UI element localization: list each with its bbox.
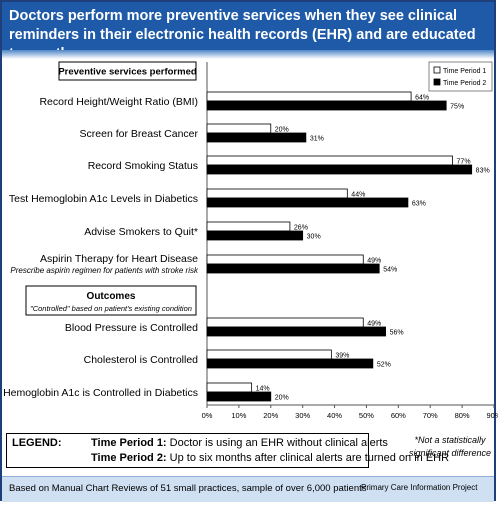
x-tick-label: 10% (231, 411, 246, 420)
x-tick-label: 30% (295, 411, 310, 420)
header-gradient-band (2, 50, 494, 59)
section-title-preventive: Preventive services performed (58, 67, 197, 78)
data-label: 49% (367, 258, 381, 265)
legend-period2-text: Up to six months after clinical alerts a… (169, 452, 450, 464)
bar-period-1 (206, 317, 364, 328)
data-label: 56% (390, 330, 404, 337)
legend-box: LEGEND: Time Period 1: Doctor is using a… (6, 433, 449, 468)
x-tick-label: 0% (202, 411, 213, 420)
data-label: 44% (351, 192, 365, 199)
x-tick-label: 90% (486, 411, 498, 420)
x-tick-label: 50% (359, 411, 374, 420)
bar-period-1 (206, 188, 348, 199)
bar-period-2 (206, 358, 374, 369)
category-label: Aspirin Therapy for Heart Disease (40, 253, 198, 265)
data-label: 39% (335, 353, 349, 360)
bar-period-2 (206, 132, 307, 143)
section-subtitle-outcomes: "Controlled" based on patient's existing… (30, 304, 192, 313)
legend-label-period-1: Time Period 1 (443, 68, 486, 75)
category-label: Hemoglobin A1c is Controlled in Diabetic… (3, 387, 198, 399)
category-label: Advise Smokers to Quit* (84, 226, 198, 238)
legend-swatch-period-1 (433, 66, 441, 74)
x-tick-label: 80% (455, 411, 470, 420)
bar-period-2 (206, 100, 447, 111)
bar-period-1 (206, 221, 291, 232)
category-label: Test Hemoglobin A1c Levels in Diabetics (9, 193, 198, 205)
x-tick-label: 60% (391, 411, 406, 420)
data-label: 30% (307, 234, 321, 241)
bar-period-1 (206, 91, 412, 102)
data-label: 63% (412, 201, 426, 208)
bar-period-1 (206, 155, 453, 166)
slide-header: Doctors perform more preventive services… (2, 2, 494, 62)
category-label: Cholesterol is Controlled (84, 354, 199, 366)
data-label: 26% (294, 225, 308, 232)
legend-period1-text: Doctor is using an EHR without clinical … (169, 437, 388, 449)
footer-project: Primary Care Information Project (361, 483, 478, 492)
data-label: 49% (367, 321, 381, 328)
bar-period-1 (206, 349, 332, 360)
footer-bar: Based on Manual Chart Reviews of 51 smal… (2, 476, 494, 502)
data-label: 31% (310, 136, 324, 143)
legend-period1: Time Period 1: Doctor is using an EHR wi… (91, 437, 388, 449)
footer-source: Based on Manual Chart Reviews of 51 smal… (9, 483, 367, 494)
bar-period-2 (206, 164, 473, 175)
x-tick-label: 70% (423, 411, 438, 420)
legend-period2: Time Period 2: Up to six months after cl… (91, 452, 449, 464)
x-tick-label: 40% (327, 411, 342, 420)
legend-title: LEGEND: (12, 437, 62, 449)
category-label: Blood Pressure is Controlled (65, 322, 198, 334)
data-label: 20% (275, 127, 289, 134)
data-label: 54% (383, 267, 397, 274)
legend-period2-label: Time Period 2: (91, 452, 167, 464)
bar-period-2 (206, 230, 304, 241)
data-label: 83% (476, 168, 490, 175)
category-label: Screen for Breast Cancer (80, 128, 199, 140)
bar-period-2 (206, 391, 272, 402)
section-title-outcomes: Outcomes (87, 291, 136, 302)
data-label: 77% (457, 159, 471, 166)
bar-chart: 0% 10% 20% 30% 40% 50% 60% 70% 80% 90% 64% 20% 77% 44… (3, 61, 498, 420)
bar-period-1 (206, 123, 272, 134)
data-label: 20% (275, 395, 289, 402)
section-box-preventive (58, 61, 197, 81)
bar-period-2 (206, 197, 409, 208)
data-label: 14% (256, 386, 270, 393)
section-box-outcomes (25, 285, 197, 316)
data-label: 75% (450, 104, 464, 111)
legend-label-period-2: Time Period 2 (443, 80, 486, 87)
significance-note: *Not a statistically significant differe… (408, 435, 492, 458)
category-label: Record Smoking Status (88, 160, 198, 172)
category-sublabel: Prescribe aspirin regimen for patients w… (10, 266, 199, 275)
slide-title: Doctors perform more preventive services… (9, 8, 476, 62)
bar-period-1 (206, 254, 364, 265)
legend-period1-label: Time Period 1: (91, 437, 167, 449)
bar-period-2 (206, 326, 386, 337)
bar-period-2 (206, 263, 380, 274)
bar-period-1 (206, 382, 253, 393)
category-label: Record Height/Weight Ratio (BMI) (39, 96, 198, 108)
data-label: 64% (415, 95, 429, 102)
data-label: 52% (377, 362, 391, 369)
x-tick-label: 20% (263, 411, 278, 420)
legend-swatch-period-2 (433, 78, 441, 86)
